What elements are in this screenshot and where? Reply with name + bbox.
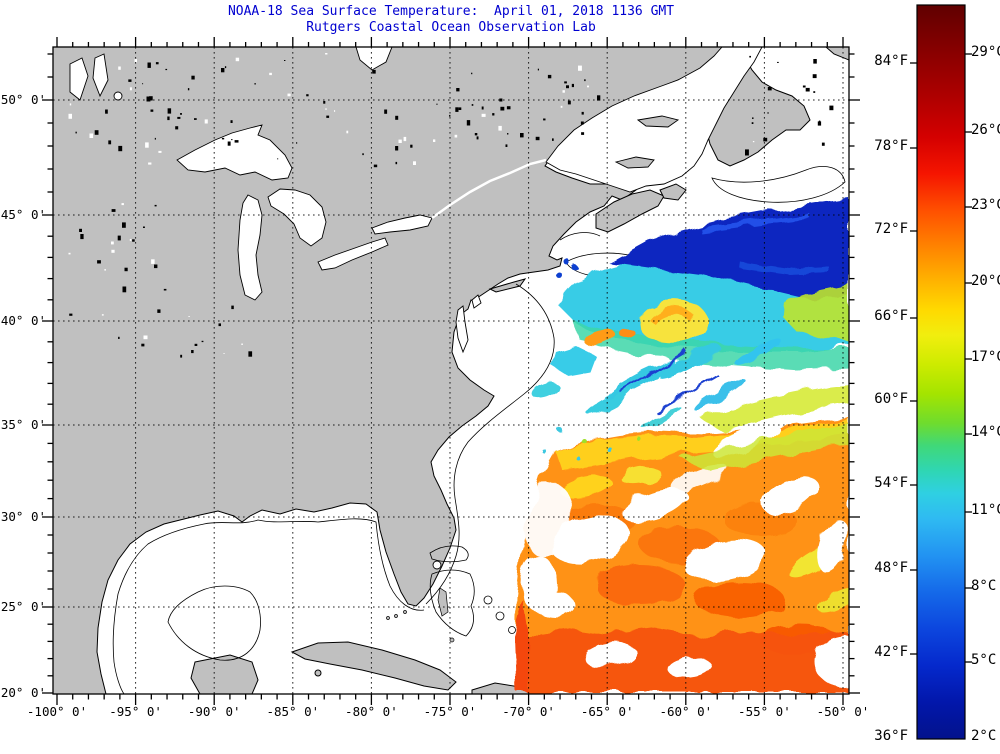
colorbar-fahrenheit-label: 72°F bbox=[874, 221, 908, 237]
lon-tick-label: -65° 0' bbox=[580, 704, 634, 719]
lat-tick-label: 20° 0' bbox=[0, 685, 46, 700]
colorbar-celsius-label: 20°C bbox=[971, 273, 1000, 289]
colorbar-ticks bbox=[910, 53, 972, 663]
axis-ticks bbox=[42, 37, 860, 705]
lat-tick-label: 40° 0' bbox=[0, 313, 46, 328]
lake-michigan bbox=[237, 194, 263, 301]
cloud-gaps bbox=[522, 464, 849, 688]
small-lakes-speckles bbox=[68, 53, 834, 358]
labrador-corner bbox=[825, 47, 849, 61]
lon-tick-label: -55° 0' bbox=[738, 704, 791, 719]
inland-water-layer bbox=[69, 47, 763, 570]
colorbar-fahrenheit-label: 78°F bbox=[874, 138, 908, 154]
long-island bbox=[488, 278, 527, 293]
colorbar-gradient bbox=[916, 4, 966, 740]
mainland bbox=[53, 47, 739, 694]
colorbar-celsius-label: 2°C bbox=[971, 728, 997, 744]
prince-edward-island bbox=[614, 156, 655, 169]
lat-tick-label: 50° 0' bbox=[0, 92, 46, 107]
colorbar-celsius-label: 23°C bbox=[971, 197, 1000, 213]
colorbar-fahrenheit-label: 48°F bbox=[874, 560, 908, 576]
lake-superior bbox=[176, 124, 293, 181]
figure-subtitle: Rutgers Coastal Ocean Observation Lab bbox=[306, 20, 596, 35]
sst-data-layer bbox=[514, 198, 849, 692]
colorbar-celsius-label: 17°C bbox=[971, 349, 1000, 365]
delaware-bay bbox=[471, 294, 482, 309]
james-bay bbox=[355, 47, 393, 71]
bahama-islands bbox=[386, 587, 455, 643]
lon-tick-label: -75° 0' bbox=[423, 704, 477, 719]
cuba bbox=[290, 641, 457, 691]
lon-tick-label: -85° 0' bbox=[266, 704, 320, 719]
bathymetry-contours bbox=[112, 166, 846, 694]
lon-tick-label: -60° 0' bbox=[659, 704, 713, 719]
sst-swath-west-edge bbox=[514, 600, 530, 692]
lon-tick-label: -95° 0' bbox=[109, 704, 162, 719]
colorbar-fahrenheit-label: 42°F bbox=[874, 644, 908, 660]
lat-tick-label: 30° 0' bbox=[0, 509, 46, 524]
colorbar bbox=[910, 4, 972, 740]
colorbar-celsius-label: 5°C bbox=[971, 652, 997, 668]
colorbar-celsius-label: 14°C bbox=[971, 424, 1000, 440]
lon-tick-label: -90° 0' bbox=[187, 704, 241, 719]
plot-frame bbox=[52, 46, 850, 695]
colorbar-celsius-label: 11°C bbox=[971, 502, 1000, 518]
colorbar-fahrenheit-label: 84°F bbox=[874, 53, 908, 69]
lat-tick-label: 45° 0' bbox=[0, 207, 46, 222]
colorbar-fahrenheit-label: 66°F bbox=[874, 308, 908, 324]
lake-erie bbox=[317, 237, 389, 271]
nova-scotia bbox=[595, 189, 665, 233]
lat-tick-label: 35° 0' bbox=[0, 417, 46, 432]
lon-tick-label: -70° 0' bbox=[502, 704, 555, 719]
lon-tick-label: -80° 0' bbox=[345, 704, 398, 719]
colorbar-celsius-label: 8°C bbox=[971, 578, 997, 594]
colorbar-celsius-label: 26°C bbox=[971, 122, 1000, 138]
figure-title: NOAA-18 Sea Surface Temperature: April 0… bbox=[227, 4, 675, 19]
lake-ontario bbox=[371, 214, 433, 235]
gulf-stream-warm-eddy bbox=[640, 300, 708, 343]
colorbar-fahrenheit-label: 54°F bbox=[874, 475, 908, 491]
anticosti-island bbox=[636, 115, 680, 128]
yucatan bbox=[190, 654, 259, 694]
lake-okeechobee bbox=[432, 560, 442, 570]
chesapeake-bay bbox=[455, 305, 469, 354]
lat-tick-label: 25° 0' bbox=[0, 599, 46, 614]
colorbar-fahrenheit-label: 36°F bbox=[874, 728, 908, 744]
lon-tick-label: -50° 0' bbox=[816, 704, 870, 719]
st-lawrence-river bbox=[431, 158, 547, 220]
gulf-islands bbox=[614, 115, 680, 169]
colorbar-fahrenheit-label: 60°F bbox=[874, 391, 908, 407]
lon-tick-label: -100° 0' bbox=[26, 704, 88, 719]
lake-huron bbox=[267, 188, 327, 247]
colorbar-celsius-label: 29°C bbox=[971, 44, 1000, 60]
